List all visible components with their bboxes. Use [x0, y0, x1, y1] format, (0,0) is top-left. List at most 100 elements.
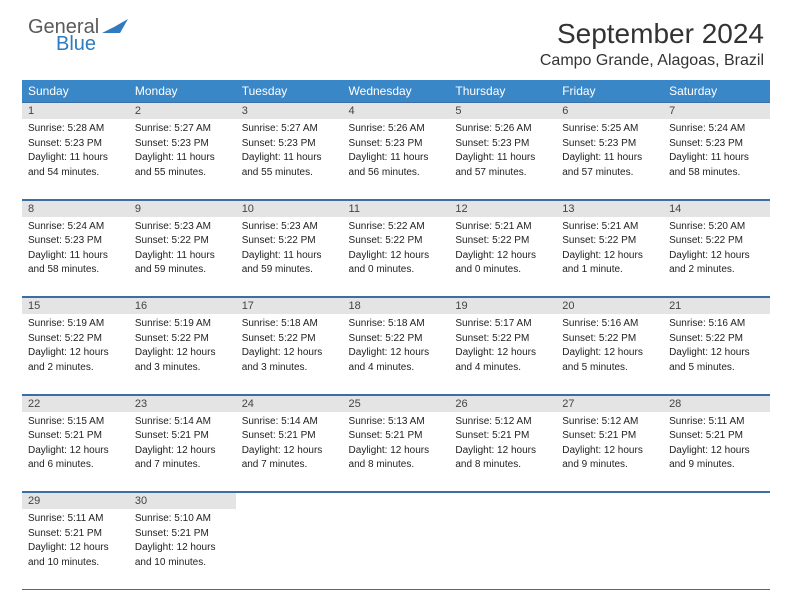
- day-day1: Daylight: 12 hours: [135, 444, 230, 458]
- day-day2: and 0 minutes.: [349, 263, 444, 277]
- day-info: Sunrise: 5:14 AMSunset: 5:21 PMDaylight:…: [236, 412, 343, 479]
- day-data-cell: Sunrise: 5:11 AMSunset: 5:21 PMDaylight:…: [663, 412, 770, 492]
- weekday-header: Thursday: [449, 80, 556, 102]
- day-data-cell: [556, 509, 663, 589]
- day-sunrise: Sunrise: 5:12 AM: [562, 415, 657, 429]
- day-data-cell: Sunrise: 5:14 AMSunset: 5:21 PMDaylight:…: [236, 412, 343, 492]
- day-day1: Daylight: 11 hours: [242, 151, 337, 165]
- day-data-cell: Sunrise: 5:14 AMSunset: 5:21 PMDaylight:…: [129, 412, 236, 492]
- calendar-table: Sunday Monday Tuesday Wednesday Thursday…: [22, 80, 770, 590]
- day-day2: and 5 minutes.: [669, 361, 764, 375]
- day-info: Sunrise: 5:25 AMSunset: 5:23 PMDaylight:…: [556, 119, 663, 186]
- day-day1: Daylight: 12 hours: [562, 444, 657, 458]
- day-data-cell: Sunrise: 5:27 AMSunset: 5:23 PMDaylight:…: [129, 119, 236, 199]
- day-sunset: Sunset: 5:22 PM: [242, 234, 337, 248]
- daynum-row: 15161718192021: [22, 297, 770, 315]
- day-day1: Daylight: 12 hours: [669, 346, 764, 360]
- day-sunrise: Sunrise: 5:10 AM: [135, 512, 230, 526]
- day-number: 30: [129, 492, 236, 509]
- day-day2: and 58 minutes.: [669, 166, 764, 180]
- day-number-cell: 19: [449, 297, 556, 315]
- day-info: Sunrise: 5:19 AMSunset: 5:22 PMDaylight:…: [129, 314, 236, 381]
- weekday-header-row: Sunday Monday Tuesday Wednesday Thursday…: [22, 80, 770, 102]
- day-sunrise: Sunrise: 5:27 AM: [135, 122, 230, 136]
- day-day2: and 10 minutes.: [135, 556, 230, 570]
- day-number-cell: 17: [236, 297, 343, 315]
- day-data-cell: Sunrise: 5:13 AMSunset: 5:21 PMDaylight:…: [343, 412, 450, 492]
- day-day2: and 57 minutes.: [455, 166, 550, 180]
- day-sunset: Sunset: 5:23 PM: [669, 137, 764, 151]
- day-day1: Daylight: 12 hours: [349, 249, 444, 263]
- day-sunset: Sunset: 5:21 PM: [349, 429, 444, 443]
- day-sunrise: Sunrise: 5:16 AM: [669, 317, 764, 331]
- day-day1: Daylight: 11 hours: [135, 151, 230, 165]
- day-sunset: Sunset: 5:22 PM: [669, 332, 764, 346]
- daycell-row: Sunrise: 5:24 AMSunset: 5:23 PMDaylight:…: [22, 217, 770, 297]
- weekday-header: Friday: [556, 80, 663, 102]
- day-data-cell: Sunrise: 5:15 AMSunset: 5:21 PMDaylight:…: [22, 412, 129, 492]
- day-day2: and 7 minutes.: [242, 458, 337, 472]
- day-data-cell: Sunrise: 5:18 AMSunset: 5:22 PMDaylight:…: [236, 314, 343, 394]
- day-sunset: Sunset: 5:21 PM: [242, 429, 337, 443]
- day-number-cell: [236, 492, 343, 510]
- day-day2: and 3 minutes.: [242, 361, 337, 375]
- day-info: Sunrise: 5:26 AMSunset: 5:23 PMDaylight:…: [343, 119, 450, 186]
- day-number-cell: [449, 492, 556, 510]
- day-data-cell: [343, 509, 450, 589]
- day-sunset: Sunset: 5:21 PM: [135, 429, 230, 443]
- day-sunrise: Sunrise: 5:25 AM: [562, 122, 657, 136]
- month-title: September 2024: [540, 18, 764, 50]
- day-number: 8: [22, 200, 129, 217]
- day-info: Sunrise: 5:19 AMSunset: 5:22 PMDaylight:…: [22, 314, 129, 381]
- day-day2: and 9 minutes.: [669, 458, 764, 472]
- day-data-cell: Sunrise: 5:19 AMSunset: 5:22 PMDaylight:…: [129, 314, 236, 394]
- day-number: 20: [556, 297, 663, 314]
- weekday-header: Saturday: [663, 80, 770, 102]
- day-number-cell: 28: [663, 394, 770, 412]
- day-sunrise: Sunrise: 5:19 AM: [135, 317, 230, 331]
- day-sunset: Sunset: 5:23 PM: [28, 137, 123, 151]
- day-sunset: Sunset: 5:23 PM: [242, 137, 337, 151]
- day-number: 15: [22, 297, 129, 314]
- day-day2: and 3 minutes.: [135, 361, 230, 375]
- day-data-cell: Sunrise: 5:22 AMSunset: 5:22 PMDaylight:…: [343, 217, 450, 297]
- day-sunrise: Sunrise: 5:13 AM: [349, 415, 444, 429]
- day-sunrise: Sunrise: 5:21 AM: [455, 220, 550, 234]
- day-sunset: Sunset: 5:23 PM: [28, 234, 123, 248]
- day-data-cell: Sunrise: 5:27 AMSunset: 5:23 PMDaylight:…: [236, 119, 343, 199]
- day-sunset: Sunset: 5:22 PM: [455, 234, 550, 248]
- empty-day-number: [236, 492, 343, 509]
- day-number-cell: 1: [22, 102, 129, 119]
- day-number-cell: 11: [343, 199, 450, 217]
- day-day1: Daylight: 11 hours: [562, 151, 657, 165]
- day-number: 26: [449, 395, 556, 412]
- day-info: Sunrise: 5:16 AMSunset: 5:22 PMDaylight:…: [556, 314, 663, 381]
- day-sunset: Sunset: 5:22 PM: [135, 332, 230, 346]
- weekday-header: Sunday: [22, 80, 129, 102]
- daynum-row: 2930: [22, 492, 770, 510]
- day-sunset: Sunset: 5:23 PM: [562, 137, 657, 151]
- day-day2: and 9 minutes.: [562, 458, 657, 472]
- day-number-cell: 9: [129, 199, 236, 217]
- day-day2: and 57 minutes.: [562, 166, 657, 180]
- day-sunset: Sunset: 5:21 PM: [669, 429, 764, 443]
- day-sunrise: Sunrise: 5:18 AM: [242, 317, 337, 331]
- day-day1: Daylight: 12 hours: [562, 346, 657, 360]
- day-number: 22: [22, 395, 129, 412]
- day-number: 3: [236, 102, 343, 119]
- day-number: 21: [663, 297, 770, 314]
- day-info: Sunrise: 5:23 AMSunset: 5:22 PMDaylight:…: [236, 217, 343, 284]
- day-day2: and 6 minutes.: [28, 458, 123, 472]
- day-number-cell: 8: [22, 199, 129, 217]
- day-number: 12: [449, 200, 556, 217]
- day-info: Sunrise: 5:27 AMSunset: 5:23 PMDaylight:…: [236, 119, 343, 186]
- day-number-cell: 10: [236, 199, 343, 217]
- day-data-cell: Sunrise: 5:10 AMSunset: 5:21 PMDaylight:…: [129, 509, 236, 589]
- day-sunrise: Sunrise: 5:27 AM: [242, 122, 337, 136]
- day-day2: and 56 minutes.: [349, 166, 444, 180]
- day-day1: Daylight: 11 hours: [28, 249, 123, 263]
- day-day1: Daylight: 12 hours: [135, 346, 230, 360]
- day-number: 19: [449, 297, 556, 314]
- day-sunset: Sunset: 5:23 PM: [455, 137, 550, 151]
- day-sunrise: Sunrise: 5:11 AM: [669, 415, 764, 429]
